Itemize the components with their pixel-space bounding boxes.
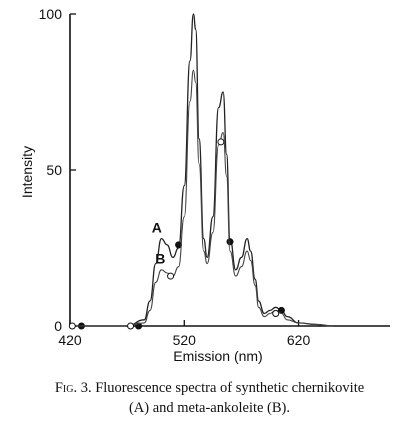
series-annotation-b: B <box>155 251 165 267</box>
y-axis-label: Intensity <box>19 146 35 198</box>
y-tick-label: 50 <box>46 162 62 178</box>
x-ticks: 420 520 620 <box>58 320 310 348</box>
series-b-marker <box>167 272 175 280</box>
x-tick-label: 520 <box>173 332 197 348</box>
series-b-marker <box>272 310 280 318</box>
y-ticks: 0 50 100 <box>39 6 76 334</box>
plot-area: 0 50 100 420 520 620 AB Intensity Emission (… <box>19 6 390 364</box>
series-line-a <box>70 13 333 327</box>
caption-line-2: (A) and meta-ankoleite (B). <box>128 400 291 416</box>
series-layer <box>68 13 333 330</box>
x-tick-label: 620 <box>287 332 311 348</box>
figure-label: Fig. 3. <box>54 380 92 396</box>
caption-text-1: Fluorescence spectra of synthetic cherni… <box>91 380 365 396</box>
series-a <box>70 13 333 330</box>
x-tick-label: 420 <box>58 332 82 348</box>
series-b-marker <box>127 322 135 330</box>
series-annotation-a: A <box>152 219 162 235</box>
caption-line-1: Fig. 3. Fluorescence spectra of syntheti… <box>0 378 419 398</box>
x-axis-label: Emission (nm) <box>173 348 262 364</box>
series-a-marker <box>226 238 234 246</box>
series-b <box>68 69 333 330</box>
series-line-b <box>70 69 333 327</box>
annotation-layer: AB <box>152 219 166 266</box>
series-b-marker <box>217 138 225 146</box>
y-tick-label: 100 <box>39 6 63 22</box>
series-b-marker <box>68 322 76 330</box>
figure-caption: Fig. 3. Fluorescence spectra of syntheti… <box>0 378 419 418</box>
y-tick-label: 0 <box>54 318 62 334</box>
